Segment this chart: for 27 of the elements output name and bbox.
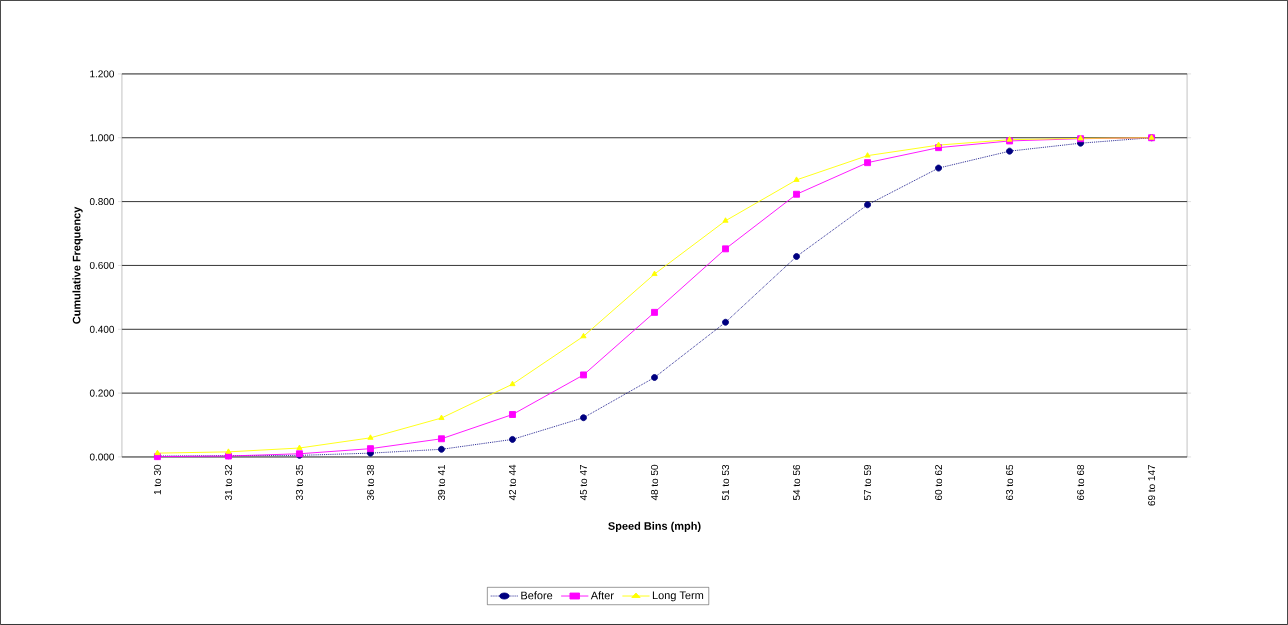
y-tick-label: 1.000 <box>90 134 115 142</box>
x-tick-label: 60 to 62 <box>935 465 943 501</box>
x-tick-label: 45 to 47 <box>580 465 587 501</box>
y-tick-label: 0.800 <box>89 198 115 206</box>
x-tick-label: 63 to 65 <box>1006 464 1014 501</box>
legend-label: After <box>590 591 614 600</box>
x-tick-label: 1 to 30 <box>153 464 161 495</box>
x-axis-title: Speed Bins (mph) <box>608 521 701 533</box>
legend-label: Before <box>521 591 553 600</box>
x-tick-label: 39 to 41 <box>437 465 445 501</box>
legend-label: Long Term <box>652 591 704 602</box>
x-tick-label: 31 to 32 <box>224 465 232 501</box>
y-tick-label: 0.200 <box>89 389 115 397</box>
x-tick-label: 36 to 38 <box>366 464 374 501</box>
y-tick-label: 0.400 <box>89 325 115 333</box>
y-axis-title: Cumulative Frequency <box>72 206 83 324</box>
x-tick-label: 54 to 56 <box>793 464 801 501</box>
x-tick-label: 48 to 50 <box>650 464 659 501</box>
y-tick-label: 0.000 <box>89 453 115 461</box>
x-tick-label: 42 to 44 <box>508 464 517 501</box>
x-tick-label: 33 to 35 <box>295 464 303 501</box>
x-tick-label: 66 to 68 <box>1077 464 1085 501</box>
y-tick-label: 1.200 <box>90 70 115 78</box>
x-tick-label: 69 to 147 <box>1148 465 1156 506</box>
y-tick-label: 0.600 <box>89 261 115 270</box>
x-tick-label: 51 to 53 <box>721 464 730 501</box>
x-tick-label: 57 to 59 <box>864 465 872 501</box>
